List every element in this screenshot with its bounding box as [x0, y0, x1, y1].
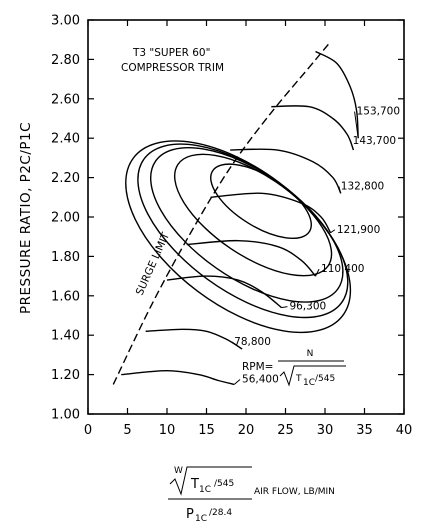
speed-leader	[354, 111, 359, 139]
x-tick-label: 20	[238, 423, 255, 438]
rpm-formula-numerator: N	[307, 349, 314, 359]
speed-line	[210, 192, 332, 234]
efficiency-island	[173, 153, 333, 277]
speed-line	[145, 328, 243, 350]
rpm-formula-root	[279, 365, 346, 387]
speed-label: 132,800	[341, 180, 384, 192]
x-tick-label: 5	[123, 423, 131, 438]
efficiency-islands	[125, 140, 352, 334]
speed-leader	[233, 379, 241, 385]
speed-line	[271, 105, 355, 151]
speed-label: 121,900	[337, 224, 380, 236]
speed-line	[121, 369, 235, 386]
x-label-t-sub: 1C	[199, 485, 211, 495]
rpm-formula-denominator: T	[295, 374, 302, 384]
rpm-formula-label: RPM=	[242, 361, 274, 373]
speed-line	[186, 239, 317, 277]
x-tick-label: 35	[356, 423, 373, 438]
efficiency-island	[125, 140, 352, 334]
y-tick-label: 2.20	[51, 171, 80, 186]
x-label-airflow: AIR FLOW, LB/MIN	[254, 487, 335, 497]
trim-title-line1: T3 "SUPER 60"	[132, 47, 210, 59]
speed-line	[166, 275, 282, 309]
speed-label: 78,800	[234, 336, 271, 348]
y-tick-label: 2.40	[51, 132, 80, 147]
surge-limit-line	[112, 43, 330, 385]
speed-leader	[231, 341, 243, 350]
x-label-root	[169, 466, 252, 496]
speed-label: 110,400	[321, 263, 364, 275]
x-tick-label: 40	[396, 423, 413, 438]
speed-leader	[350, 140, 354, 151]
x-tick-label: 0	[84, 423, 92, 438]
x-label-t: T	[190, 477, 199, 492]
efficiency-island	[210, 163, 312, 240]
x-label-p-sub: 1C	[195, 514, 207, 524]
x-axis: 0 5 10 15 20 25 30 35 40	[84, 20, 412, 438]
x-label-p-tail: /28.4	[209, 508, 232, 518]
speed-leader	[315, 268, 320, 277]
y-tick-label: 3.00	[51, 14, 80, 29]
x-tick-label: 30	[317, 423, 334, 438]
rpm-formula-denominator-sub: 1C	[303, 378, 315, 388]
speed-label: 143,700	[353, 135, 396, 147]
x-label-w: W	[174, 466, 183, 476]
y-tick-label: 1.00	[51, 408, 80, 423]
speed-line	[230, 148, 342, 194]
x-axis-label: W T 1C /545 AIR FLOW, LB/MIN P 1C /28.4	[168, 466, 335, 524]
y-axis-label: PRESSURE RATIO, P2C/P1C	[18, 122, 34, 314]
speed-leader	[281, 306, 288, 309]
rpm-formula-denominator-tail: /545	[315, 374, 335, 384]
trim-title-line2: COMPRESSOR TRIM	[121, 62, 224, 74]
y-tick-label: 2.60	[51, 92, 80, 107]
speed-leader	[330, 229, 336, 234]
x-tick-label: 10	[159, 423, 176, 438]
speed-label: 56,400	[242, 373, 279, 385]
x-tick-label: 25	[277, 423, 294, 438]
speed-lines: 56,400 78,800 96,300 110,400 121,900 132,800 1…	[121, 50, 400, 386]
speed-line	[315, 50, 359, 139]
y-tick-label: 1.60	[51, 289, 80, 304]
speed-label: 96,300	[289, 301, 326, 313]
y-tick-label: 1.20	[51, 368, 80, 383]
speed-leader	[338, 186, 342, 194]
y-tick-label: 1.80	[51, 250, 80, 265]
x-tick-label: 15	[198, 423, 215, 438]
x-label-t-tail: /545	[214, 479, 234, 489]
y-tick-label: 1.40	[51, 329, 80, 344]
y-tick-label: 2.80	[51, 53, 80, 68]
x-label-p: P	[186, 507, 194, 522]
rpm-formula: RPM= N T 1C /545	[242, 349, 346, 388]
y-tick-label: 2.00	[51, 211, 80, 226]
plot-frame	[87, 19, 405, 415]
speed-label: 153,700	[357, 106, 400, 118]
y-axis: 1.00 1.20 1.40 1.60 1.80 2.00 2.20 2.40 2.60 2.80…	[51, 14, 404, 423]
